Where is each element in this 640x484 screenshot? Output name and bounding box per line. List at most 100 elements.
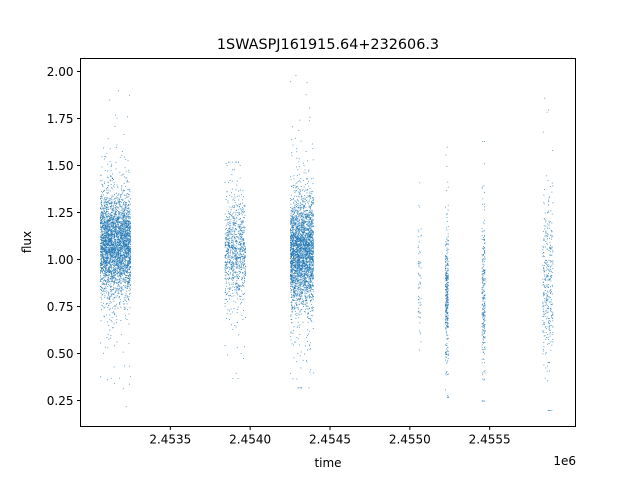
data-point — [112, 231, 114, 233]
data-point — [123, 248, 125, 250]
data-point — [129, 226, 131, 228]
data-point — [238, 199, 240, 201]
data-point — [127, 265, 129, 266]
data-point — [121, 230, 123, 231]
data-point — [105, 274, 107, 276]
data-point — [101, 191, 103, 192]
data-point — [109, 241, 111, 242]
data-point — [300, 207, 302, 208]
data-point — [112, 215, 114, 217]
data-point — [101, 258, 103, 260]
data-point — [243, 227, 245, 229]
data-point — [116, 242, 117, 244]
data-point — [120, 236, 122, 238]
data-point — [110, 202, 112, 204]
data-point — [228, 231, 230, 232]
data-point — [124, 220, 126, 222]
data-point — [113, 274, 115, 276]
data-point — [122, 268, 124, 270]
data-point — [244, 251, 246, 253]
data-point — [244, 281, 245, 283]
data-point — [127, 196, 128, 198]
data-point — [232, 261, 234, 263]
data-point — [228, 161, 229, 163]
data-point — [108, 268, 110, 270]
data-point — [100, 250, 101, 252]
data-point — [104, 270, 105, 272]
data-point — [305, 273, 307, 275]
data-point — [113, 238, 115, 240]
data-point — [242, 231, 243, 233]
data-point — [229, 232, 231, 234]
data-point — [130, 284, 131, 286]
data-point — [237, 278, 239, 280]
data-point — [111, 278, 113, 280]
data-point — [106, 270, 108, 272]
data-point — [125, 223, 127, 224]
data-point — [124, 215, 126, 217]
data-point — [307, 290, 309, 292]
data-point — [224, 213, 226, 215]
data-point — [104, 264, 105, 266]
data-point — [116, 278, 117, 280]
data-point — [241, 277, 243, 279]
data-point — [103, 190, 105, 192]
data-point — [124, 246, 126, 248]
data-point — [107, 296, 109, 298]
data-point — [114, 382, 116, 384]
data-point — [225, 261, 227, 263]
data-point — [111, 234, 113, 236]
data-point — [107, 226, 109, 227]
data-point — [235, 253, 237, 254]
data-point — [118, 292, 120, 294]
data-point — [309, 288, 310, 289]
data-point — [105, 222, 107, 223]
data-point — [117, 241, 118, 243]
data-point — [307, 260, 309, 262]
data-point — [121, 294, 123, 296]
data-point — [244, 230, 245, 232]
data-point — [114, 239, 116, 241]
data-point — [113, 179, 114, 180]
data-point — [312, 290, 314, 292]
data-point — [127, 226, 128, 228]
data-point — [103, 221, 105, 223]
data-point — [244, 258, 245, 260]
data-point — [101, 230, 103, 231]
data-point — [292, 225, 293, 227]
data-point — [225, 239, 227, 241]
data-point — [231, 257, 233, 259]
data-point — [112, 241, 114, 243]
data-point — [106, 253, 108, 255]
data-point — [230, 237, 232, 239]
data-point — [102, 269, 104, 271]
data-point — [128, 247, 129, 249]
data-point — [235, 248, 237, 250]
data-point — [102, 255, 104, 257]
data-point — [107, 225, 109, 227]
data-point — [231, 267, 233, 268]
data-point — [104, 190, 105, 191]
data-point — [127, 205, 128, 207]
data-point — [121, 250, 123, 252]
data-point — [225, 244, 227, 245]
data-point — [106, 232, 108, 234]
data-point — [106, 272, 108, 274]
data-point — [101, 270, 102, 272]
data-point — [129, 242, 130, 243]
data-point — [118, 240, 120, 241]
data-point — [112, 327, 114, 328]
data-point — [234, 241, 236, 243]
data-point — [112, 289, 114, 291]
data-point — [127, 271, 128, 273]
data-point — [229, 161, 231, 163]
data-point — [112, 222, 114, 223]
data-point — [113, 225, 115, 227]
data-point — [239, 238, 241, 240]
data-point — [110, 237, 112, 239]
data-point — [230, 252, 231, 254]
data-point — [124, 224, 126, 226]
data-point — [231, 236, 233, 238]
data-point — [103, 238, 105, 240]
data-point — [308, 246, 309, 248]
